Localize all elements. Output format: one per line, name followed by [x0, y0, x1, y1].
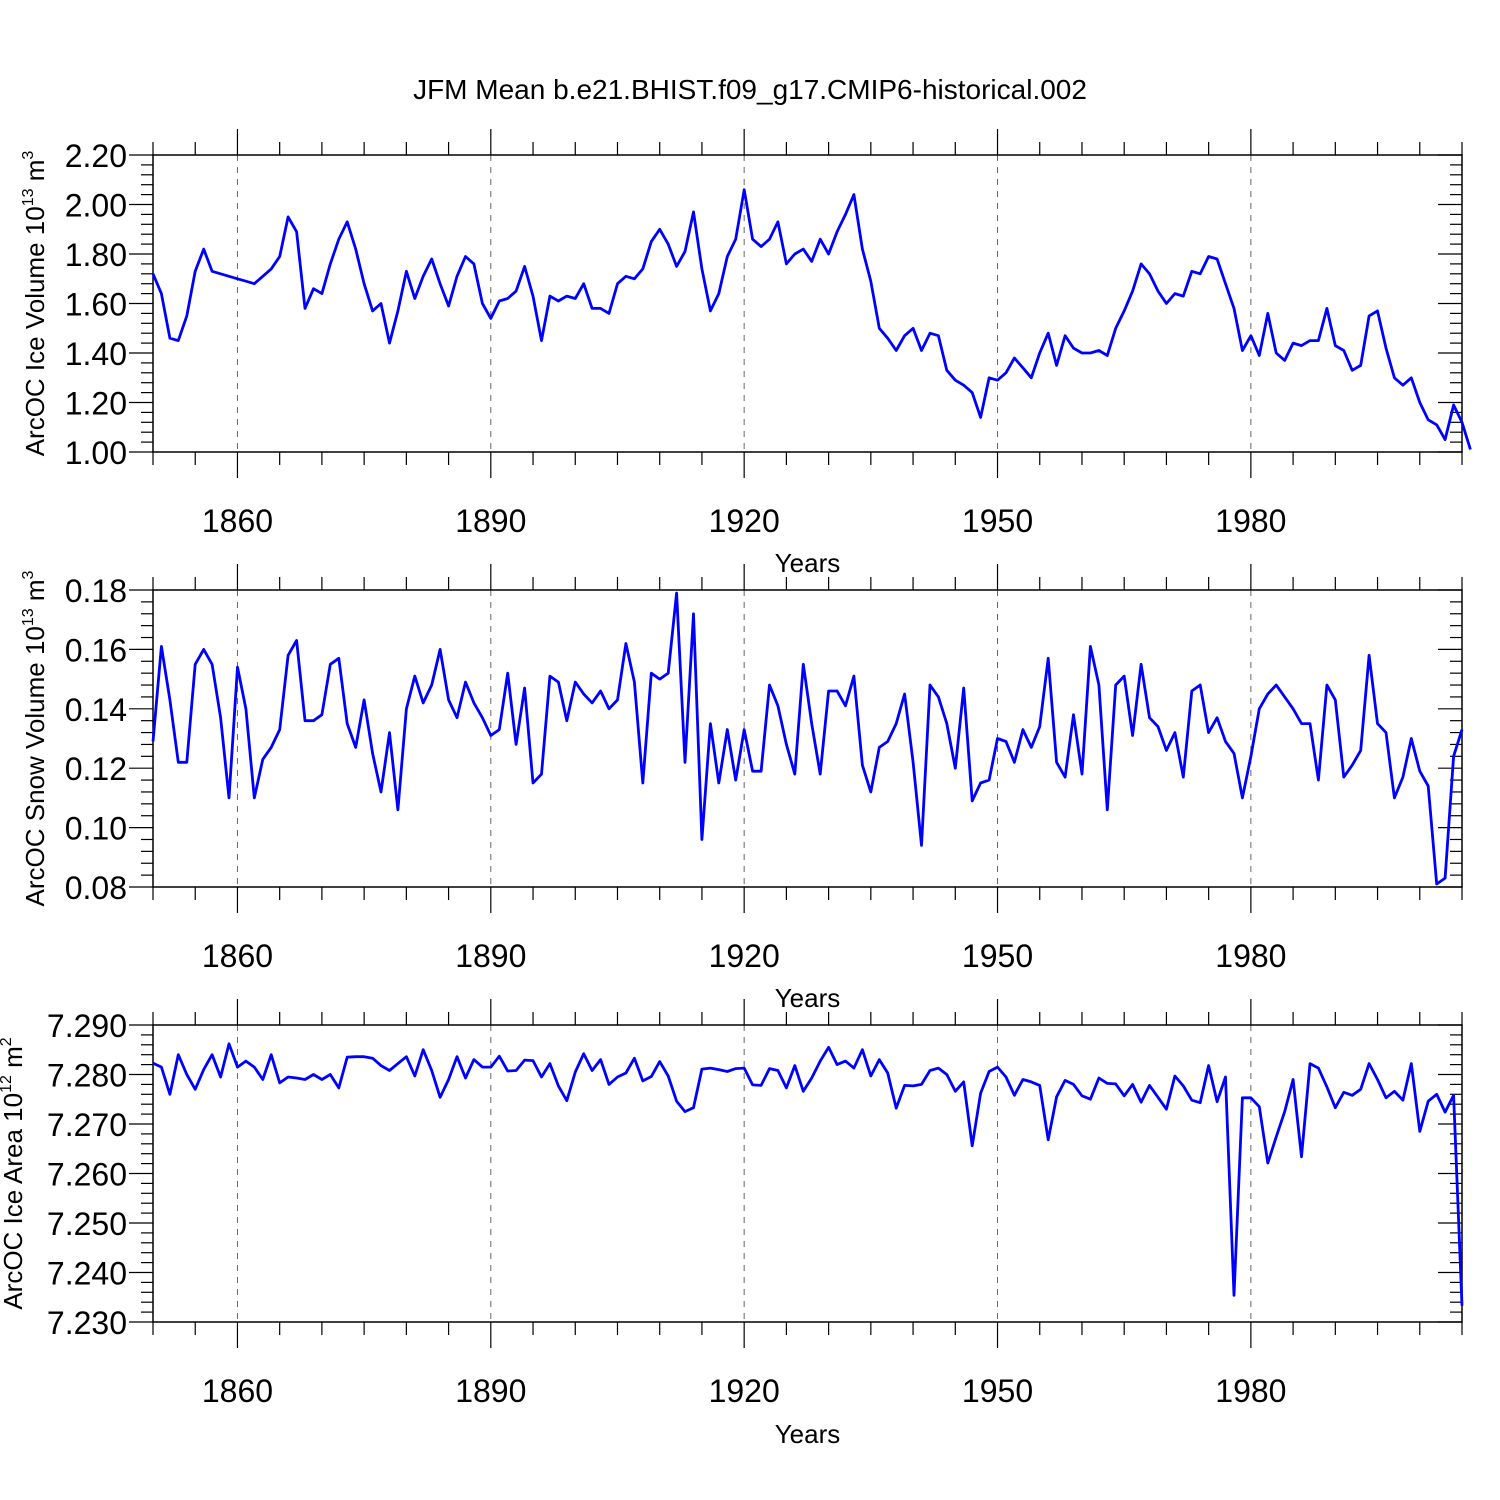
ice-volume-y-tick-label: 1.60 — [65, 287, 127, 323]
ice-volume-y-tick-label: 2.00 — [65, 188, 127, 224]
y-label-unit-exponent: 3 — [20, 151, 37, 160]
ice-volume-x-tick-label: 1860 — [202, 503, 273, 539]
snow-volume-panel: 1860 1890 1920 1950 1980 0.08 0.10 0.12 0.14 0.16… — [20, 564, 1464, 1013]
ice-area-y-tick-label: 7.260 — [47, 1157, 127, 1193]
snow-volume-y-tick-label: 0.10 — [65, 811, 127, 847]
ice-volume-panel: 1860 1890 1920 1950 1980 1.00 1.20 1.40 1.60 1.80… — [20, 129, 1472, 578]
ice-volume-y-tick-label: 1.80 — [65, 237, 127, 273]
y-label-unit: m — [0, 1046, 28, 1075]
ice-area-y-tick-label: 7.290 — [47, 1008, 127, 1044]
ice-volume-x-tick-label: 1920 — [709, 503, 780, 539]
ice-area-y-tick-label: 7.240 — [47, 1256, 127, 1292]
ice-volume-x-tick-label: 1890 — [455, 503, 526, 539]
y-label-unit: m — [20, 160, 50, 189]
snow-volume-y-tick-label: 0.12 — [65, 751, 127, 787]
ice-volume-plot-frame — [152, 154, 1463, 453]
ice-area-x-tick-label: 1890 — [455, 1373, 526, 1409]
snow-volume-x-axis-label: Years — [775, 983, 841, 1013]
ice-area-x-tick-label: 1920 — [709, 1373, 780, 1409]
y-label-text: ArcOC Ice Volume 10 — [20, 206, 50, 456]
snow-volume-y-axis-label: ArcOC Snow Volume 1013 m3 — [20, 570, 50, 906]
ice-area-y-tick-label: 7.230 — [47, 1305, 127, 1341]
snow-volume-y-tick-label: 0.08 — [65, 870, 127, 906]
ice-volume-y-axis-label: ArcOC Ice Volume 1013 m3 — [20, 151, 50, 457]
ice-area-panel: 1860 1890 1920 1950 1980 7.230 7.240 7.250 7.260… — [0, 999, 1464, 1449]
ice-area-x-tick-label: 1950 — [962, 1373, 1033, 1409]
ice-volume-x-axis-label: Years — [775, 548, 841, 578]
snow-volume-series-line — [151, 591, 1464, 886]
ice-volume-x-tick-label: 1950 — [962, 503, 1033, 539]
ice-volume-y-tick-label: 2.20 — [65, 138, 127, 174]
y-label-unit-exponent: 3 — [20, 570, 37, 579]
ice-volume-y-tick-label: 1.40 — [65, 336, 127, 372]
snow-volume-plot-frame — [152, 589, 1463, 888]
snow-volume-x-tick-label: 1950 — [962, 938, 1033, 974]
ice-volume-y-tick-label: 1.20 — [65, 386, 127, 422]
y-label-unit: m — [20, 579, 50, 608]
ice-area-y-tick-label: 7.250 — [47, 1206, 127, 1242]
snow-volume-y-tick-label: 0.18 — [65, 573, 127, 609]
ice-area-x-tick-label: 1980 — [1215, 1373, 1286, 1409]
ice-volume-series-line — [151, 188, 1472, 450]
snow-volume-x-tick-label: 1860 — [202, 938, 273, 974]
snow-volume-y-tick-label: 0.14 — [65, 692, 127, 728]
ice-area-x-tick-label: 1860 — [202, 1373, 273, 1409]
y-label-text: ArcOC Snow Volume 10 — [20, 626, 50, 906]
y-label-exponent: 12 — [0, 1075, 15, 1093]
snow-volume-x-tick-label: 1890 — [455, 938, 526, 974]
ice-area-series-line — [152, 1042, 1464, 1306]
ice-area-y-tick-label: 7.270 — [47, 1107, 127, 1143]
ice-area-plot-frame — [152, 1024, 1463, 1323]
y-label-exponent: 13 — [20, 608, 37, 626]
snow-volume-x-tick-label: 1920 — [709, 938, 780, 974]
y-label-exponent: 13 — [20, 188, 37, 206]
ice-volume-x-tick-label: 1980 — [1215, 503, 1286, 539]
snow-volume-x-tick-label: 1980 — [1215, 938, 1286, 974]
ice-area-x-axis-label: Years — [775, 1419, 841, 1449]
chart-title: JFM Mean b.e21.BHIST.f09_g17.CMIP6-histo… — [413, 74, 1087, 105]
ice-area-y-tick-label: 7.280 — [47, 1058, 127, 1094]
y-label-text: ArcOC Ice Area 10 — [0, 1093, 28, 1310]
ice-volume-y-tick-label: 1.00 — [65, 435, 127, 471]
ice-area-y-axis-label: ArcOC Ice Area 1012 m2 — [0, 1037, 28, 1309]
y-label-unit-exponent: 2 — [0, 1037, 15, 1046]
snow-volume-y-tick-label: 0.16 — [65, 632, 127, 668]
